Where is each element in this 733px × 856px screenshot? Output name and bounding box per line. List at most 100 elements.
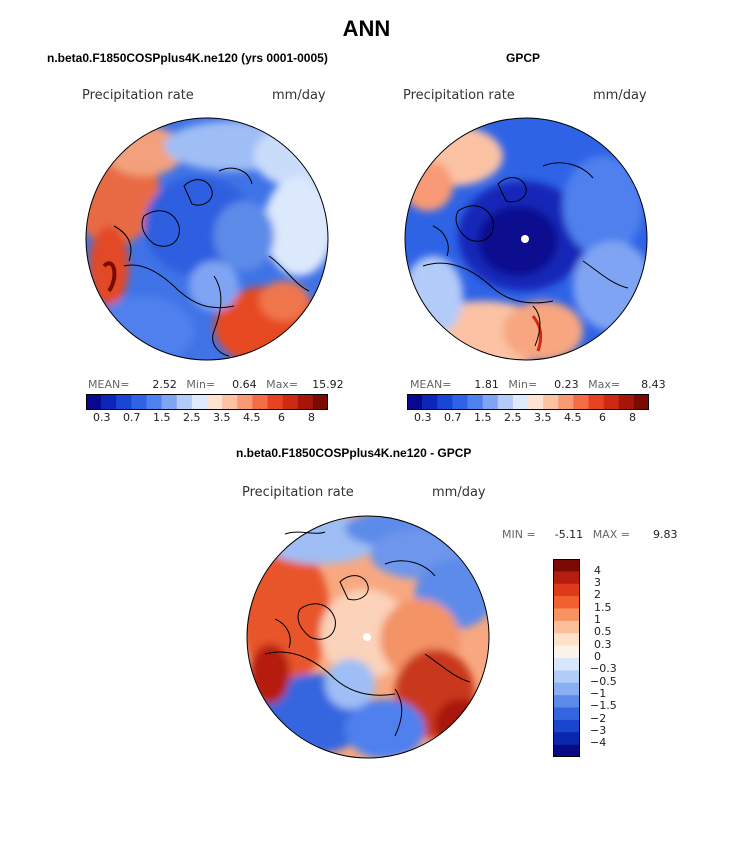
colorbar-border [86,394,328,410]
panel-1-variable: Precipitation rate [82,88,194,103]
cb3-tick-10: −1 [590,687,607,700]
colorbar-swatch [191,394,208,410]
panel-1-min: 0.64 [232,378,257,391]
cb1-tick-4: 3.5 [213,411,231,424]
cb2-tick-5: 4.5 [564,411,582,424]
colorbar-swatch [312,394,328,410]
colorbar-swatch [482,394,499,410]
colorbar-swatch [618,394,635,410]
cb1-tick-1: 0.7 [123,411,141,424]
panel-3-variable: Precipitation rate [242,485,354,500]
colorbar-swatch [553,732,580,745]
colorbar-swatch [553,645,580,659]
colorbar-swatch [161,394,178,410]
colorbar-swatch [116,394,132,410]
colorbar-swatch [603,394,620,410]
colorbar-swatch [252,394,268,410]
colorbar-swatch [633,394,649,410]
cb1-tick-6: 6 [278,411,285,424]
panel-2-title: GPCP [506,51,541,65]
cb3-tick-11: −1.5 [590,699,617,712]
cb3-tick-14: −4 [590,736,607,749]
colorbar-swatch [553,596,580,609]
panel-3-min: -5.11 [554,528,584,541]
panel-2-polar-map [404,117,648,361]
colorbar-border [553,559,580,757]
panel-1-min-label: Min= [186,378,216,391]
colorbar-swatch [553,571,580,585]
colorbar-swatch [146,394,162,410]
colorbar-swatch [553,608,580,622]
panel-1-max: 15.92 [312,378,344,391]
colorbar-swatch [553,719,580,733]
cb2-tick-6: 6 [599,411,606,424]
panel-1-polar-map [85,117,329,361]
colorbar-swatch [553,658,580,671]
colorbar-swatch [267,394,283,410]
colorbar-swatch [512,394,529,410]
colorbar-swatch [553,744,580,757]
cb2-tick-2: 1.5 [474,411,492,424]
panel-1-colorbar-ticks: 0.3 0.7 1.5 2.5 3.5 4.5 6 8 [86,411,328,427]
colorbar-swatch [553,633,580,646]
colorbar-swatch [573,394,589,410]
colorbar-border [407,394,649,410]
colorbar-swatch [558,394,574,410]
panel-2-units: mm/day [593,88,647,103]
panel-2-colorbar [407,394,649,410]
panel-3-min-label: MIN = [502,528,536,541]
panel-3-title: n.beta0.F1850COSPplus4K.ne120 - GPCP [236,446,472,460]
cb3-tick-4: 1 [594,613,601,626]
colorbar-swatch [222,394,238,410]
colorbar-swatch [297,394,314,410]
cb3-tick-9: −0.5 [590,675,617,688]
panel-2-min: 0.23 [554,378,579,391]
panel-3-max-label: MAX = [592,528,630,541]
panel-3-colorbar [553,559,580,757]
colorbar-swatch [407,394,423,410]
colorbar-swatch [543,394,559,410]
panel-2-min-label: Min= [508,378,538,391]
figure-title: ANN [342,16,391,41]
cb3-tick-13: −3 [590,724,607,737]
colorbar-swatch [553,670,580,684]
panel-1-units: mm/day [272,88,326,103]
panel-2-max-label: Max= [588,378,621,391]
panel-3-max: 9.83 [652,528,678,541]
cb2-tick-3: 2.5 [504,411,522,424]
cb1-tick-7: 8 [308,411,315,424]
cb3-tick-6: 0.3 [594,638,612,651]
colorbar-swatch [553,620,580,634]
panel-1-max-label: Max= [266,378,299,391]
colorbar-swatch [588,394,604,410]
colorbar-swatch [207,394,223,410]
colorbar-swatch [467,394,483,410]
colorbar-swatch [101,394,117,410]
panel-1-title: n.beta0.F1850COSPplus4K.ne120 (yrs 0001-… [47,51,328,65]
colorbar-swatch [528,394,544,410]
panel-2-stats: MEAN= 1.81 Min= 0.23 Max= 8.43 [410,378,666,391]
colorbar-swatch [86,394,102,410]
panel-3-stats: MIN = -5.11 MAX = 9.83 [502,528,677,541]
panel-2-colorbar-ticks: 0.3 0.7 1.5 2.5 3.5 4.5 6 8 [407,411,649,427]
cb3-tick-7: 0 [594,650,601,663]
cb2-tick-7: 8 [629,411,636,424]
colorbar-swatch [131,394,147,410]
cb3-tick-8: −0.3 [590,662,617,675]
colorbar-swatch [437,394,453,410]
cb1-tick-5: 4.5 [243,411,261,424]
colorbar-swatch [282,394,299,410]
panel-2-mean-label: MEAN= [410,378,452,391]
panel-1-colorbar [86,394,328,410]
cb2-tick-4: 3.5 [534,411,552,424]
cb1-tick-2: 1.5 [153,411,171,424]
panel-1-stats: MEAN= 2.52 Min= 0.64 Max= 15.92 [88,378,344,391]
cb3-tick-0: 4 [594,564,601,577]
panel-3-polar-map [246,515,490,759]
panel-1-mean: 2.52 [152,378,177,391]
cb3-tick-1: 3 [594,576,601,589]
cb2-tick-1: 0.7 [444,411,462,424]
colorbar-swatch [553,695,580,708]
colorbar-swatch [422,394,438,410]
cb2-tick-0: 0.3 [414,411,432,424]
